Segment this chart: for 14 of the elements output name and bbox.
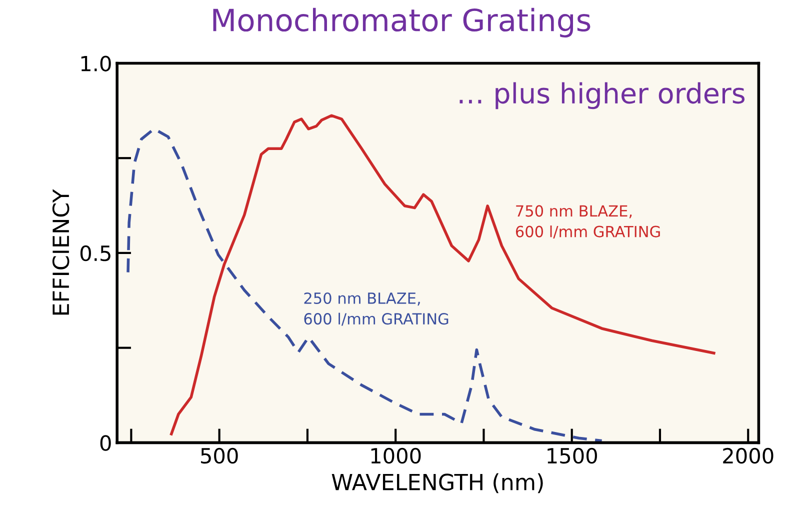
y-tick-label: 0.5 xyxy=(80,245,110,262)
x-tick-label: 2000 xyxy=(723,448,774,464)
x-tick-label: 500 xyxy=(201,448,238,464)
annotation: … plus higher orders xyxy=(460,82,745,110)
y-axis-title: EFFICIENCY xyxy=(52,189,70,315)
chart-title: Monochromator Gratings xyxy=(213,8,590,38)
series-label: 250 nm BLAZE, 600 l/mm GRATING xyxy=(304,292,448,326)
x-axis-title: WAVELENGTH (nm) xyxy=(332,473,543,494)
series-label: 750 nm BLAZE, 600 l/mm GRATING xyxy=(516,205,660,239)
line-series xyxy=(170,114,716,436)
y-tick-label: 0 xyxy=(100,435,111,451)
y-tick-label: 1.0 xyxy=(81,56,111,72)
x-tick-label: 1500 xyxy=(548,448,597,464)
x-tick-label: 1000 xyxy=(371,448,421,464)
